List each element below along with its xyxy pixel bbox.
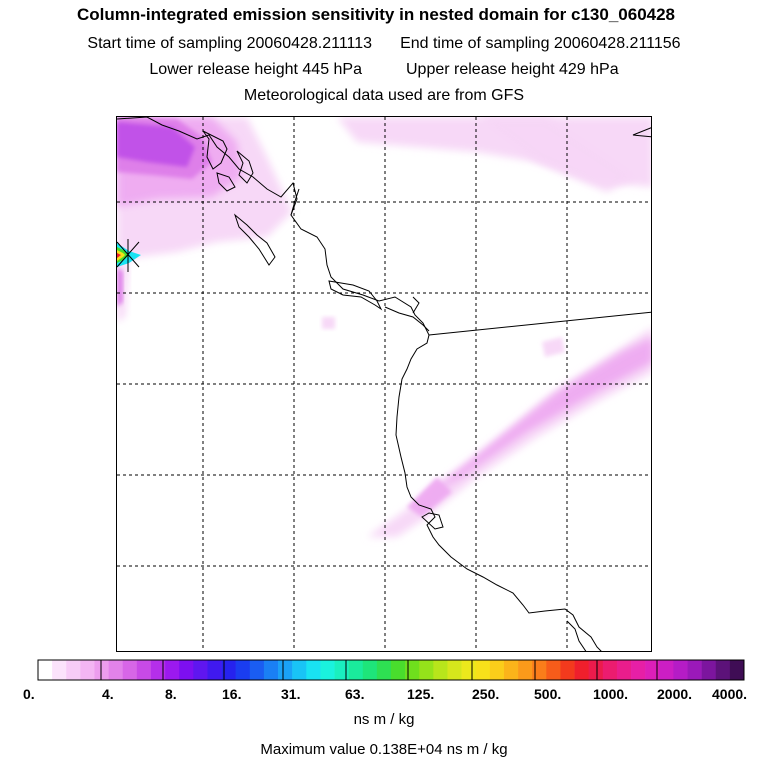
tick-label: 250.	[472, 686, 500, 702]
colorbar-swatch	[179, 660, 194, 680]
colorbar-swatch	[66, 660, 81, 680]
tick-label: 500.	[534, 686, 562, 702]
plume-spot-right	[542, 337, 565, 357]
grid-lines	[117, 117, 651, 651]
colorbar-swatch	[292, 660, 307, 680]
tick-label: 4000.	[712, 686, 748, 702]
colorbar-swatch	[221, 660, 236, 680]
colorbar	[37, 659, 745, 681]
tick-label: 16.	[222, 686, 242, 702]
colorbar-swatch	[207, 660, 222, 680]
coastline	[117, 117, 651, 651]
lower-release-height: Lower release height 445 hPa	[149, 61, 362, 78]
colorbar-swatch	[405, 660, 420, 680]
colorbar-swatch	[631, 660, 646, 680]
colorbar-swatch	[461, 660, 477, 680]
colorbar-swatch	[645, 660, 660, 680]
colorbar-swatch	[588, 660, 604, 680]
tick-label: 31.	[281, 686, 301, 702]
colorbar-swatch	[659, 660, 674, 680]
colorbar-swatch	[94, 660, 109, 680]
colorbar-swatch	[320, 660, 335, 680]
plume-west-spot	[117, 267, 123, 307]
colorbar-swatch	[376, 660, 392, 680]
tick-label: 0.	[23, 686, 35, 702]
colorbar-swatch	[391, 660, 406, 680]
colorbar-swatch	[278, 660, 293, 680]
plume-se-mid	[417, 337, 651, 502]
colorbar-swatch	[715, 660, 731, 680]
colorbar-units: ns m / kg	[353, 711, 415, 728]
colorbar-swatch	[687, 660, 702, 680]
sampling-time-line: Start time of sampling 20060428.211113 En…	[0, 35, 768, 53]
colorbar-frame	[37, 659, 745, 681]
colorbar-swatch	[52, 660, 67, 680]
max-value-marker	[117, 239, 141, 272]
colorbar-swatch	[475, 660, 491, 680]
colorbar-swatch	[122, 660, 138, 680]
colorbar-swatch	[249, 660, 265, 680]
colorbar-swatch	[546, 660, 561, 680]
map-svg	[117, 117, 651, 651]
tick-label: 8.	[165, 686, 177, 702]
release-height-line: Lower release height 445 hPa Upper releas…	[0, 61, 768, 79]
plot-title: Column-integrated emission sensitivity i…	[76, 5, 676, 24]
colorbar-swatch	[532, 660, 547, 680]
colorbar-swatch	[150, 660, 166, 680]
colorbar-swatch	[433, 660, 448, 680]
colorbar-swatch	[362, 660, 378, 680]
end-time: End time of sampling 20060428.211156	[400, 35, 681, 52]
start-time: Start time of sampling 20060428.211113	[87, 35, 373, 52]
colorbar-swatch	[616, 660, 632, 680]
colorbar-swatch	[602, 660, 618, 680]
colorbar-swatch	[729, 660, 745, 680]
colorbar-swatch	[560, 660, 575, 680]
colorbar-swatch	[80, 660, 95, 680]
colorbar-swatch	[447, 660, 462, 680]
plume-spot-center	[322, 317, 335, 329]
colorbar-swatch	[518, 660, 533, 680]
colorbar-swatch	[489, 660, 505, 680]
colorbar-swatch	[503, 660, 519, 680]
max-value-text: Maximum value 0.138E+04 ns m / kg	[260, 741, 508, 758]
colorbar-swatch	[348, 660, 364, 680]
upper-release-height: Upper release height 429 hPa	[406, 61, 619, 78]
plume-se-south	[407, 477, 452, 517]
tick-label: 2000.	[657, 686, 693, 702]
tick-label: 1000.	[593, 686, 629, 702]
colorbar-swatch	[673, 660, 688, 680]
colorbar-swatch	[306, 660, 321, 680]
colorbar-swatch	[701, 660, 717, 680]
colorbar-swatch	[165, 660, 180, 680]
colorbar-swatch	[574, 660, 589, 680]
tick-label: 125.	[407, 686, 435, 702]
colorbar-swatch	[419, 660, 434, 680]
met-data-source: Meteorological data used are from GFS	[243, 87, 525, 104]
plume-north-streak	[477, 117, 637, 192]
colorbar-swatch	[334, 660, 349, 680]
colorbar-swatch	[263, 660, 279, 680]
plume-nw-core	[117, 122, 195, 167]
colorbar-swatch	[136, 660, 152, 680]
tick-label: 63.	[345, 686, 365, 702]
colorbar-swatch	[193, 660, 208, 680]
colorbar-swatch	[235, 660, 251, 680]
colorbar-swatch	[38, 660, 53, 680]
colorbar-swatch	[108, 660, 124, 680]
map-panel	[116, 116, 652, 652]
tick-label: 4.	[102, 686, 114, 702]
